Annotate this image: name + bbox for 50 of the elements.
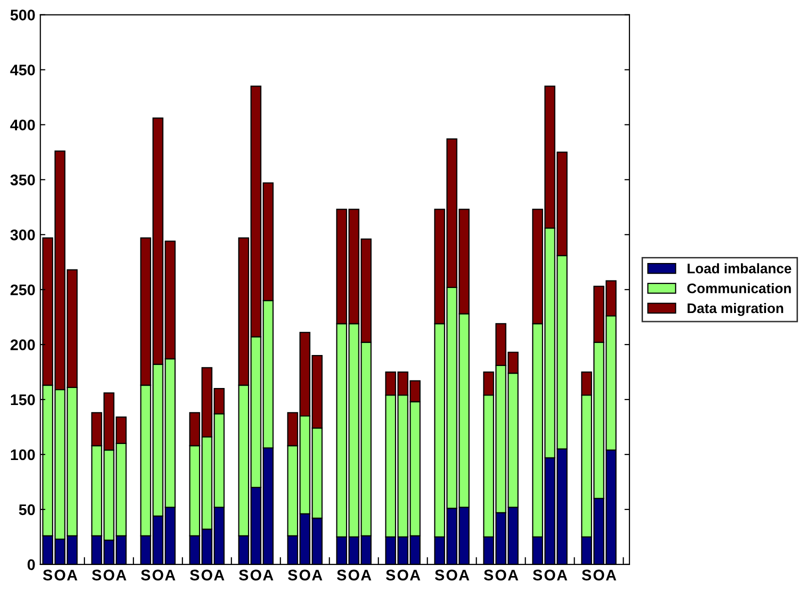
x-tick-label: A xyxy=(312,570,322,580)
x-tick-label: A xyxy=(508,570,518,580)
x-tick-label: O xyxy=(250,570,262,580)
y-tick-label: 100 xyxy=(10,449,35,460)
x-tick-label: S xyxy=(532,570,542,580)
x-tick-label: S xyxy=(434,570,444,580)
y-tick-label: 250 xyxy=(10,284,35,296)
x-tick-label: S xyxy=(43,570,52,580)
x-tick-label: A xyxy=(116,570,126,580)
x-tick-label: O xyxy=(446,570,458,580)
y-tick-label: 200 xyxy=(10,339,35,350)
legend-label: Communication xyxy=(687,283,791,294)
x-tick-label: O xyxy=(544,570,556,580)
x-tick-label: S xyxy=(141,570,150,580)
x-tick-label: O xyxy=(398,570,408,580)
legend-label: Load imbalance xyxy=(688,263,792,274)
x-tick-label: O xyxy=(496,570,506,580)
y-tick-label: 400 xyxy=(10,120,35,130)
x-tick-label: S xyxy=(484,570,494,580)
y-tick-label: 350 xyxy=(10,174,35,186)
y-tick-label: 50 xyxy=(18,504,35,516)
x-tick-label: A xyxy=(165,570,176,580)
y-tick-label: 150 xyxy=(10,394,35,406)
x-tick-label: S xyxy=(190,570,200,580)
x-tick-label: S xyxy=(92,570,102,580)
x-tick-label: O xyxy=(202,570,212,580)
x-tick-label: A xyxy=(263,570,274,580)
x-tick-label: O xyxy=(594,570,604,580)
x-tick-label: A xyxy=(361,570,372,580)
x-tick-label: S xyxy=(288,570,298,580)
x-tick-label: A xyxy=(67,570,78,580)
y-tick-label: 500 xyxy=(10,10,35,20)
x-tick-label: O xyxy=(104,570,114,580)
x-tick-label: S xyxy=(386,570,396,580)
y-tick-label: 0 xyxy=(28,559,35,570)
x-tick-label: A xyxy=(458,570,470,580)
x-tick-label: A xyxy=(556,570,568,580)
y-tick-label: 450 xyxy=(10,64,35,76)
y-tick-label: 300 xyxy=(10,229,35,240)
x-tick-label: O xyxy=(348,570,360,580)
x-tick-label: A xyxy=(214,570,224,580)
x-tick-label: O xyxy=(152,570,164,580)
legend-label: Data migration xyxy=(688,302,784,316)
x-tick-label: S xyxy=(582,570,592,580)
x-tick-label: O xyxy=(300,570,310,580)
x-tick-label: O xyxy=(54,570,66,580)
x-tick-label: A xyxy=(606,570,616,580)
x-tick-label: S xyxy=(239,570,248,580)
x-tick-label: S xyxy=(336,570,346,580)
x-tick-label: A xyxy=(410,570,420,580)
